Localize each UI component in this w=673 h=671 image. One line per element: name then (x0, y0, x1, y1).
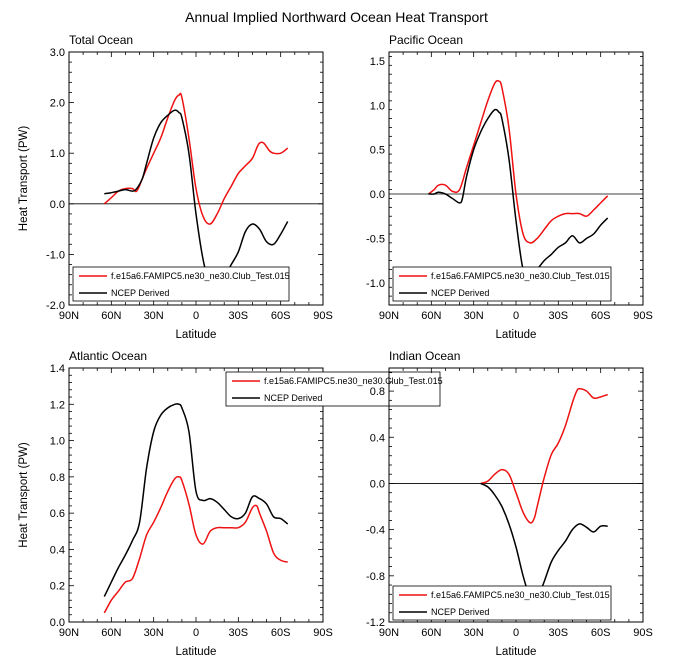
panel-indian-ocean: Indian Ocean 90N 60N 30N 0 30S 60S 90S -1.2 -0.8 -… (366, 349, 653, 658)
x-tick-label: 90S (313, 627, 333, 639)
y-tick-label: 2.0 (50, 98, 65, 110)
x-tick-label: 60S (271, 310, 291, 322)
series-line-model-run (480, 388, 608, 524)
x-tick-label: 60S (591, 627, 611, 639)
x-tick-label: 60S (271, 627, 291, 639)
series-line-model-run (103, 92, 289, 225)
x-tick-label: 30N (464, 310, 484, 322)
series-line-ncep-derived (103, 403, 289, 597)
panel-pacific-ocean: Pacific Ocean 90N 60N 30N 0 30S 60S 90S -1.0 -0.5… (366, 33, 653, 341)
x-tick-label: 60S (591, 310, 611, 322)
y-axis-label: Heat Transport (PW) (18, 126, 30, 232)
y-tick-label: 0.0 (50, 617, 65, 629)
x-tick-label: 0 (193, 310, 199, 322)
legend-entry: NCEP Derived (264, 393, 322, 403)
y-tick-label: 0.8 (50, 472, 65, 484)
x-tick-label: 90N (379, 310, 399, 322)
y-tick-label: -1.2 (366, 617, 385, 629)
y-tick-label: 0.4 (50, 544, 65, 556)
y-tick-label: 0.6 (50, 508, 65, 520)
x-tick-label: 30N (144, 310, 164, 322)
x-tick-label: 30S (229, 310, 249, 322)
x-tick-label: 90N (379, 627, 399, 639)
y-tick-label: 1.5 (370, 56, 385, 68)
y-tick-label: 1.0 (50, 148, 65, 160)
legend: f.e15a6.FAMIPC5.ne30_ne30.Club_Test.015 N… (225, 371, 443, 407)
y-tick-label: -1.0 (46, 249, 65, 261)
legend: f.e15a6.FAMIPC5.ne30_ne30.Club_Test.015 N… (72, 266, 290, 302)
x-tick-label: 90S (633, 627, 653, 639)
legend-box (392, 585, 612, 621)
y-tick-label: 0.0 (370, 478, 385, 490)
x-tick-label: 0 (193, 627, 199, 639)
y-tick-label: 0.4 (370, 432, 385, 444)
x-tick-label: 0 (513, 627, 519, 639)
y-axis-label: Heat Transport (PW) (18, 442, 30, 548)
y-tick-label: -2.0 (46, 300, 65, 312)
panel-title: Atlantic Ocean (69, 349, 147, 363)
y-tick-label: 0.0 (370, 189, 385, 201)
legend: f.e15a6.FAMIPC5.ne30_ne30.Club_Test.015 N… (392, 266, 612, 302)
legend-entry: NCEP Derived (431, 288, 489, 298)
panel-total-ocean: Total Ocean 90N 60N 30N 0 30S 60S 90S -2.0 -1.0 0.… (18, 33, 333, 341)
x-tick-label: 90S (633, 310, 653, 322)
x-tick-label: 60N (421, 310, 441, 322)
x-tick-label: 30S (549, 310, 569, 322)
x-tick-label: 60N (421, 627, 441, 639)
series-line-ncep-derived (428, 108, 609, 280)
legend-entry: NCEP Derived (111, 288, 169, 298)
y-tick-label: 0.2 (50, 581, 65, 593)
legend-entry: f.e15a6.FAMIPC5.ne30_ne30.Club_Test.015 (431, 590, 610, 600)
panel-title: Indian Ocean (389, 349, 460, 363)
legend-entry: NCEP Derived (431, 607, 489, 617)
legend-box (72, 266, 290, 302)
x-tick-label: 30S (229, 627, 249, 639)
y-tick-label: 1.4 (50, 363, 65, 375)
x-tick-label: 90N (59, 627, 79, 639)
series-line-model-run (428, 79, 609, 244)
x-tick-label: 60N (101, 310, 121, 322)
y-tick-label: 0.5 (370, 145, 385, 157)
x-tick-label: 60N (101, 627, 121, 639)
y-tick-label: 1.0 (50, 436, 65, 448)
y-tick-label: -0.5 (366, 233, 385, 245)
series-line-model-run (103, 475, 288, 614)
legend-box (392, 266, 612, 302)
x-tick-label: 30N (464, 627, 484, 639)
x-tick-label: 30S (549, 627, 569, 639)
x-tick-label: 0 (513, 310, 519, 322)
x-axis-label: Latitude (496, 329, 537, 341)
y-tick-label: -1.0 (366, 278, 385, 290)
y-tick-label: 1.0 (370, 100, 385, 112)
panel-title: Total Ocean (69, 33, 133, 47)
figure-title: Annual Implied Northward Ocean Heat Tran… (185, 9, 488, 25)
x-tick-label: 90S (313, 310, 333, 322)
x-axis-label: Latitude (176, 329, 217, 341)
y-tick-label: 0.8 (370, 386, 385, 398)
y-tick-label: 3.0 (50, 47, 65, 59)
legend-box (225, 371, 441, 407)
legend-entry: f.e15a6.FAMIPC5.ne30_ne30.Club_Test.015 (111, 271, 290, 281)
x-axis-label: Latitude (496, 646, 537, 658)
legend-entry: f.e15a6.FAMIPC5.ne30_ne30.Club_Test.015 (264, 376, 443, 386)
x-tick-label: 90N (59, 310, 79, 322)
x-tick-label: 30N (144, 627, 164, 639)
series-line-ncep-derived (104, 109, 289, 290)
y-tick-label: -0.8 (366, 571, 385, 583)
panel-atlantic-ocean: Atlantic Ocean 90N 60N 30N 0 30S 60S 90S 0.0 0.2 0… (18, 349, 443, 658)
panel-title: Pacific Ocean (389, 33, 463, 47)
legend: f.e15a6.FAMIPC5.ne30_ne30.Club_Test.015 N… (392, 585, 612, 621)
y-tick-label: 1.2 (50, 399, 65, 411)
legend-entry: f.e15a6.FAMIPC5.ne30_ne30.Club_Test.015 (431, 271, 610, 281)
y-tick-label: -0.4 (366, 525, 385, 537)
x-axis-label: Latitude (176, 646, 217, 658)
y-tick-label: 0.0 (50, 199, 65, 211)
